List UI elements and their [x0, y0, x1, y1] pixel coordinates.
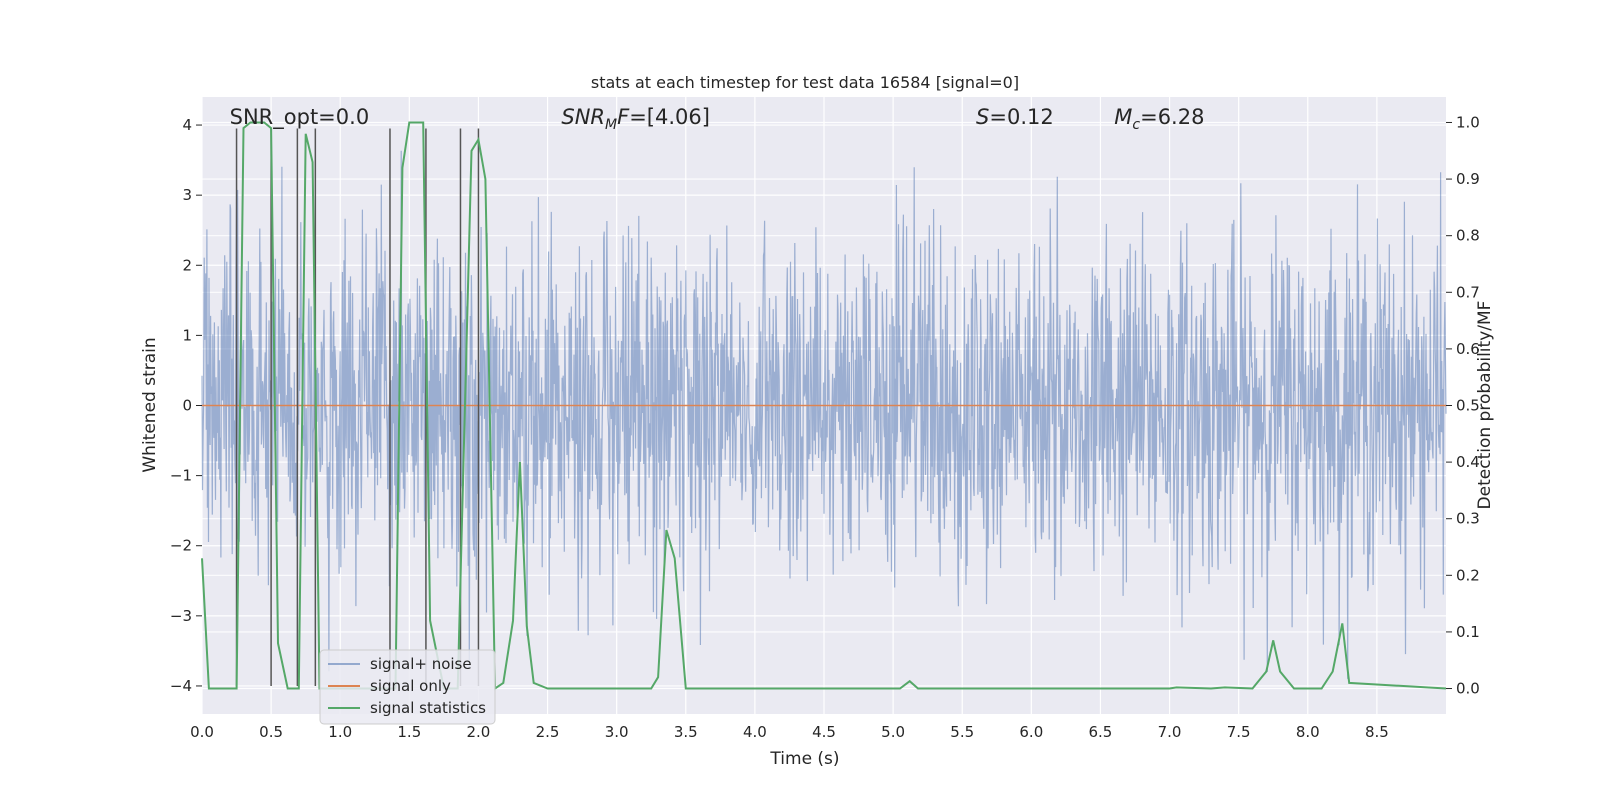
y-tick-label-right: 1.0 — [1456, 113, 1480, 131]
x-tick-label: 2.5 — [536, 723, 560, 741]
annotation-value: =6.28 — [1140, 105, 1204, 129]
annotation-text: S=0.12 — [976, 105, 1054, 129]
annotation-text: SNR_opt=0.0 — [230, 105, 370, 130]
x-tick-label: 0.5 — [259, 723, 283, 741]
y-tick-label-right: 0.4 — [1456, 453, 1480, 471]
annotation-main: SNR — [561, 105, 605, 129]
annotation-main: S — [976, 105, 989, 129]
signal-statistics-line — [201, 121, 1447, 691]
x-tick-label: 7.5 — [1227, 723, 1251, 741]
x-tick-label: 5.0 — [881, 723, 905, 741]
annotation-subscript: M — [605, 117, 617, 133]
annotation-value-italic: F — [617, 105, 630, 129]
annotation-value: F=[4.06] — [617, 105, 710, 129]
y-axis-right: 0.0 0.1 0.2 0.3 0.4 0.5 0.6 0.7 0.8 0.9 1.0 — [1446, 113, 1480, 698]
y-tick-label-right: 0.0 — [1456, 680, 1480, 698]
y-tick-label-right: 0.9 — [1456, 170, 1480, 188]
y-tick-label-right: 0.5 — [1456, 397, 1480, 415]
y-tick-label-left: 4 — [182, 116, 192, 134]
x-tick-label: 8.5 — [1365, 723, 1389, 741]
x-tick-label: 8.0 — [1296, 723, 1320, 741]
y-tick-label-right: 0.8 — [1456, 227, 1480, 245]
annotation-text: SNRMF=[4.06] — [561, 105, 710, 133]
y-tick-label-right: 0.2 — [1456, 566, 1480, 584]
legend-label-signal-statistics: signal statistics — [370, 699, 486, 717]
y-tick-label-left: −3 — [170, 607, 192, 625]
legend: signal+ noise signal only signal statist… — [319, 649, 496, 725]
signal-noise-line — [201, 150, 1447, 679]
x-axis-label: Time (s) — [769, 749, 839, 769]
x-tick-label: 1.5 — [397, 723, 421, 741]
series-signal-plus-noise — [201, 150, 1447, 679]
x-tick-label: 3.0 — [605, 723, 629, 741]
x-tick-label: 3.5 — [674, 723, 698, 741]
annotations: SNR_opt=0.0 SNRMF=[4.06] S=0.12 Mc=6.28 — [230, 105, 1205, 133]
x-tick-label: 1.0 — [328, 723, 352, 741]
y-tick-label-right: 0.1 — [1456, 623, 1480, 641]
annotation-text: Mc=6.28 — [1114, 105, 1204, 133]
x-tick-label: 0.0 — [190, 723, 214, 741]
y-tick-label-left: −1 — [170, 467, 192, 485]
x-tick-label: 4.0 — [743, 723, 767, 741]
x-tick-label: 7.0 — [1158, 723, 1182, 741]
y-tick-label-left: −2 — [170, 537, 192, 555]
y-tick-label-left: −4 — [170, 677, 192, 695]
y-axis-right-label: Detection probability/MF — [1475, 301, 1495, 510]
y-tick-label-left: 2 — [182, 256, 192, 274]
annotation-value: =0.12 — [989, 105, 1053, 129]
x-tick-label: 6.0 — [1019, 723, 1043, 741]
legend-label-signal-noise: signal+ noise — [370, 655, 472, 673]
y-tick-label-right: 0.6 — [1456, 340, 1480, 358]
x-axis: 0.0 0.5 1.0 1.5 2.0 2.5 3.0 3.5 4.0 4.5 5.0 5.5 6.0 6… — [190, 723, 1389, 741]
x-tick-label: 4.5 — [812, 723, 836, 741]
y-axis-left-label: Whitened strain — [140, 337, 160, 472]
series-signal-statistics — [201, 121, 1447, 691]
chart-title: stats at each timestep for test data 165… — [591, 73, 1019, 92]
annotation-main: M — [1114, 105, 1132, 129]
annotation-main: SNR_opt=0.0 — [230, 105, 370, 130]
y-tick-label-right: 0.3 — [1456, 510, 1480, 528]
y-tick-label-left: 3 — [182, 186, 192, 204]
x-tick-label: 6.5 — [1089, 723, 1113, 741]
annotation-subscript: c — [1132, 117, 1140, 133]
y-tick-label-left: 0 — [182, 397, 192, 415]
annotation-value-number: =[4.06] — [629, 105, 710, 129]
legend-box — [319, 649, 496, 725]
x-tick-label: 2.0 — [467, 723, 491, 741]
x-tick-label: 5.5 — [950, 723, 974, 741]
y-axis-left: −4 −3 −2 −1 0 1 2 3 4 — [170, 116, 202, 695]
y-tick-label-left: 1 — [182, 326, 192, 344]
y-tick-label-right: 0.7 — [1456, 283, 1480, 301]
legend-label-signal-only: signal only — [370, 677, 451, 695]
